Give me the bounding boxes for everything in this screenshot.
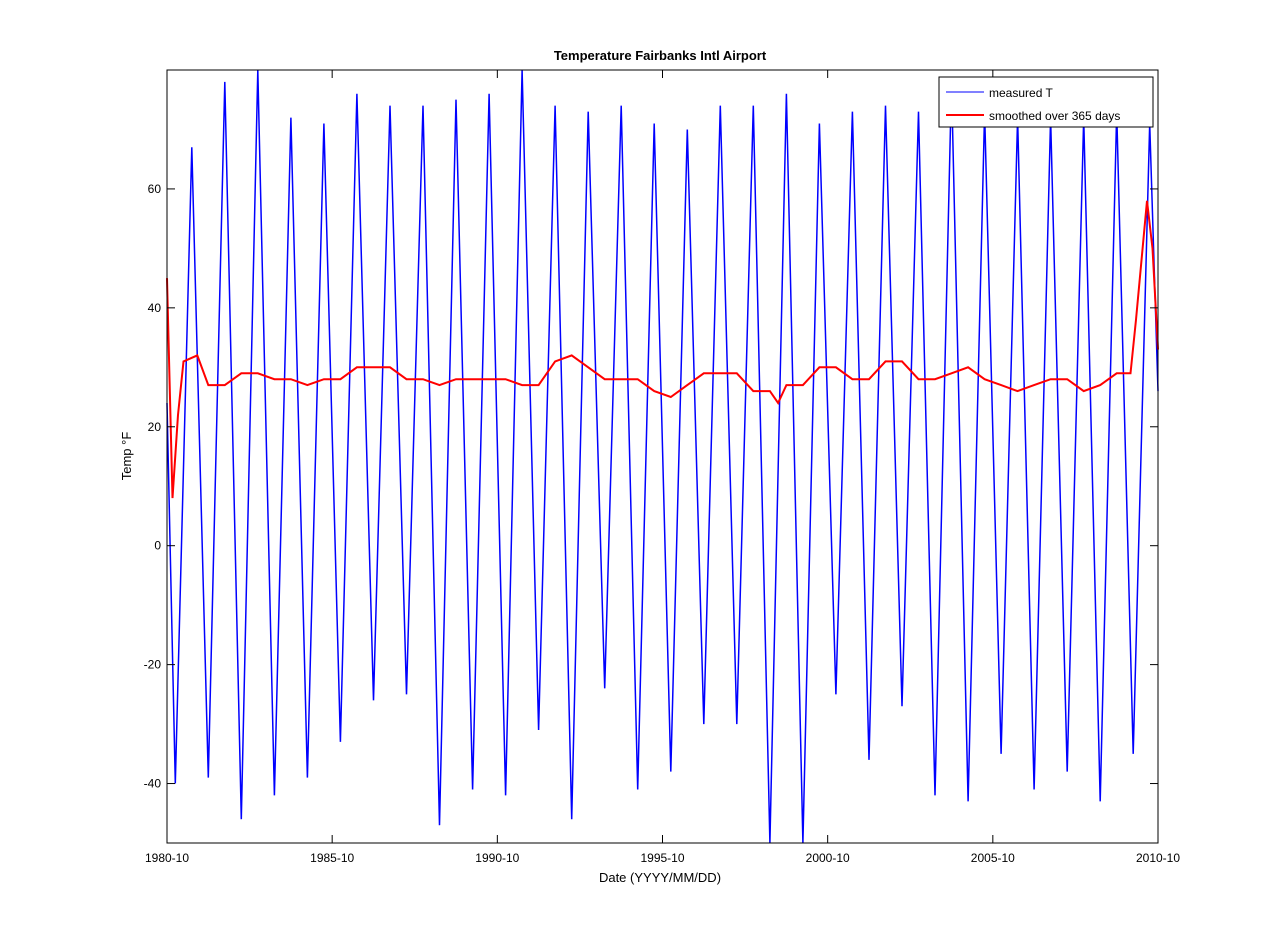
- legend-label-smoothed: smoothed over 365 days: [989, 109, 1120, 123]
- legend-box: [938, 76, 1154, 128]
- x-tick-label: 1980-10: [145, 851, 189, 865]
- x-tick-label: 2005-10: [971, 851, 1015, 865]
- x-axis-label: Date (YYYY/MM/DD): [599, 870, 721, 885]
- x-tick-label: 1990-10: [475, 851, 519, 865]
- legend-label-measured: measured T: [989, 86, 1053, 100]
- x-tick-label: 1995-10: [640, 851, 684, 865]
- x-tick-label: 2010-10: [1136, 851, 1180, 865]
- x-tick-label: 2000-10: [806, 851, 850, 865]
- y-tick-label: 0: [154, 539, 161, 553]
- series-layer: [166, 69, 1159, 844]
- series-line-measured: [166, 69, 1159, 844]
- chart-title: Temperature Fairbanks Intl Airport: [554, 48, 767, 63]
- legend[interactable]: measured T smoothed over 365 days: [938, 76, 1154, 128]
- y-tick-label: -40: [144, 777, 162, 791]
- y-tick-label: 40: [148, 301, 162, 315]
- y-tick-label: 60: [148, 182, 162, 196]
- y-tick-label: -20: [144, 658, 162, 672]
- ticks: 1980-10 1985-10 1990-10 1995-10 2000-10 2005-…: [144, 70, 1180, 865]
- x-tick-label: 1985-10: [310, 851, 354, 865]
- y-tick-label: 20: [148, 420, 162, 434]
- y-axis-label: Temp °F: [119, 432, 134, 481]
- series-line-smoothed: [166, 200, 1159, 499]
